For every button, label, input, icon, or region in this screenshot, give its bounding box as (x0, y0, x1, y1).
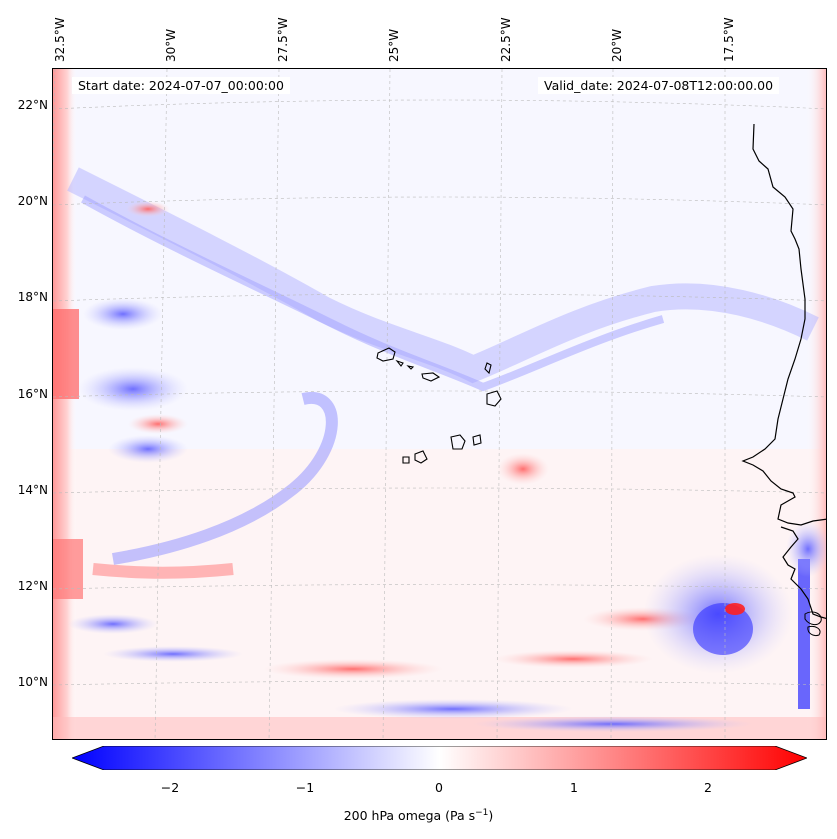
lat-label-18n: 18°N (17, 290, 48, 304)
colorbar-label-main: 200 hPa omega (Pa s (343, 808, 476, 824)
omega-field-svg (53, 69, 826, 739)
cape-verde-islands (376, 347, 502, 464)
colorbar-tick-0: 0 (435, 780, 443, 795)
lon-label-22-5w: 22.5°W (499, 17, 513, 62)
colorbar-tick-neg1: −1 (295, 780, 315, 795)
lat-label-22n: 22°N (17, 98, 48, 112)
graticule (53, 69, 826, 739)
lon-label-32-5w: 32.5°W (53, 17, 67, 62)
colorbar (72, 746, 807, 770)
start-date-label: Start date: 2024-07-07_00:00:00 (72, 77, 290, 94)
colorbar-label-sup: −1 (475, 808, 489, 818)
colorbar-gradient (72, 746, 807, 770)
lat-label-14n: 14°N (17, 483, 48, 497)
lat-label-20n: 20°N (17, 194, 48, 208)
lat-label-12n: 12°N (17, 579, 48, 593)
colorbar-tick-1: 1 (570, 780, 578, 795)
lon-label-25w: 25°W (387, 28, 401, 62)
lon-label-27-5w: 27.5°W (276, 17, 290, 62)
omega-map (52, 68, 827, 740)
left-edge-band (53, 69, 77, 739)
valid-date-label: Valid_date: 2024-07-08T12:00:00.00 (538, 77, 780, 94)
colorbar-tick-neg2: −2 (160, 780, 180, 795)
coastline-mainland (741, 123, 826, 526)
lon-label-17-5w: 17.5°W (722, 17, 736, 62)
lat-label-10n: 10°N (17, 675, 48, 689)
lon-label-20w: 20°W (610, 28, 624, 62)
lat-label-16n: 16°N (17, 387, 48, 401)
colorbar-tick-2: 2 (704, 780, 712, 795)
lon-label-30w: 30°W (164, 28, 178, 62)
colorbar-label-end: ) (488, 808, 494, 824)
colorbar-label: 200 hPa omega (Pa s−1) (0, 808, 837, 823)
vortex-red-core (725, 603, 745, 615)
